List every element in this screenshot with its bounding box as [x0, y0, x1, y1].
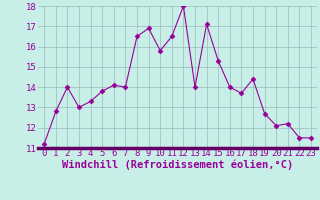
X-axis label: Windchill (Refroidissement éolien,°C): Windchill (Refroidissement éolien,°C) — [62, 160, 293, 170]
